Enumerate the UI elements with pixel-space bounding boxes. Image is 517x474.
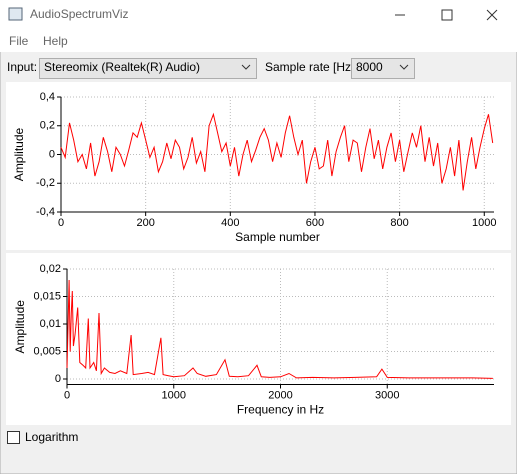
- menu-bar: [0, 30, 517, 52]
- menu-item[interactable]: File: [9, 34, 29, 48]
- x-tick-label: 2000: [268, 389, 292, 401]
- chart-panel: [6, 253, 511, 425]
- chart-panel: [6, 82, 511, 250]
- app-icon: [8, 7, 23, 21]
- rate-value: 8000: [356, 60, 383, 74]
- y-axis-label: Amplitude: [13, 300, 27, 354]
- x-axis-label: Frequency in Hz: [237, 403, 324, 417]
- input-label: Input:: [7, 60, 37, 74]
- y-tick-label: 0,2: [40, 120, 55, 132]
- x-tick-label: 800: [390, 217, 408, 229]
- y-axis-label: Amplitude: [12, 128, 26, 182]
- title-bar: [0, 0, 517, 30]
- y-tick-label: 0,01: [40, 318, 61, 330]
- checkbox-label: Logarithm: [25, 430, 78, 444]
- y-tick-label: 0,4: [40, 91, 55, 103]
- y-tick-label: -0,2: [36, 177, 55, 189]
- menu-item[interactable]: Help: [43, 34, 68, 48]
- y-tick-label: 0,02: [40, 263, 61, 275]
- rate-combo[interactable]: [351, 58, 415, 79]
- x-tick-label: 200: [136, 217, 154, 229]
- combo-arrow: [399, 64, 409, 70]
- combo-arrow: [241, 64, 251, 70]
- y-tick-label: 0: [55, 373, 61, 385]
- rate-label: Sample rate [Hz]:: [265, 60, 358, 74]
- window-title: AudioSpectrumViz: [30, 7, 129, 21]
- checkbox[interactable]: [7, 431, 20, 444]
- y-tick-label: 0,005: [33, 345, 61, 357]
- x-tick-label: 400: [221, 217, 239, 229]
- y-tick-label: 0: [49, 148, 55, 160]
- signal-line: [66, 279, 493, 379]
- x-tick-label: 600: [306, 217, 324, 229]
- y-tick-label: 0,015: [33, 290, 61, 302]
- x-tick-label: 0: [58, 217, 64, 229]
- x-tick-label: 1000: [472, 217, 496, 229]
- y-tick-label: -0,4: [36, 206, 55, 218]
- x-tick-label: 0: [64, 389, 70, 401]
- x-tick-label: 1000: [162, 389, 186, 401]
- close-button[interactable]: [486, 9, 498, 21]
- axes: [66, 269, 494, 385]
- x-tick-label: 3000: [375, 389, 399, 401]
- signal-line: [60, 112, 494, 191]
- x-axis-label: Sample number: [235, 230, 320, 244]
- axes: [60, 97, 494, 213]
- maximize-button[interactable]: [441, 9, 453, 21]
- input-combo[interactable]: [39, 58, 257, 79]
- input-value: Stereomix (Realtek(R) Audio): [44, 60, 200, 74]
